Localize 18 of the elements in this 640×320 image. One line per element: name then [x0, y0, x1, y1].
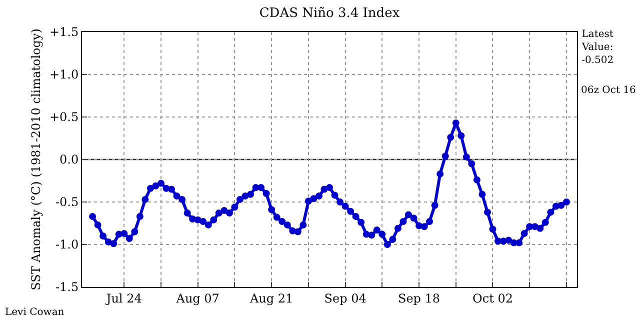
y-tick-label: +1.5: [49, 25, 79, 40]
y-tick-label: -0.5: [55, 195, 79, 210]
x-tick-label: Aug 21: [248, 291, 294, 306]
y-tick-label: 0.0: [60, 152, 79, 167]
x-tick-label: Oct 02: [472, 291, 513, 306]
y-tick-label: -1.5: [55, 280, 79, 294]
x-tick-label: Aug 07: [175, 291, 220, 306]
text: Levi Cowan: [5, 307, 65, 318]
chart-title: CDAS Niño 3.4 Index: [259, 6, 400, 22]
x-tick-label: Jul 24: [104, 291, 142, 306]
y-tick-label: +1.0: [49, 68, 79, 82]
y-axis-title: SST Anomaly (°C) (1981-2010 climatology): [28, 28, 43, 290]
x-tick-label: Sep 18: [398, 291, 440, 306]
y-tick-label: +0.5: [49, 110, 79, 124]
text: 06z Oct 16: [581, 85, 636, 96]
text: Latest Value: -0.502: [581, 29, 614, 66]
y-tick-label: -1.0: [55, 238, 79, 252]
x-tick-label: Sep 04: [324, 291, 367, 306]
